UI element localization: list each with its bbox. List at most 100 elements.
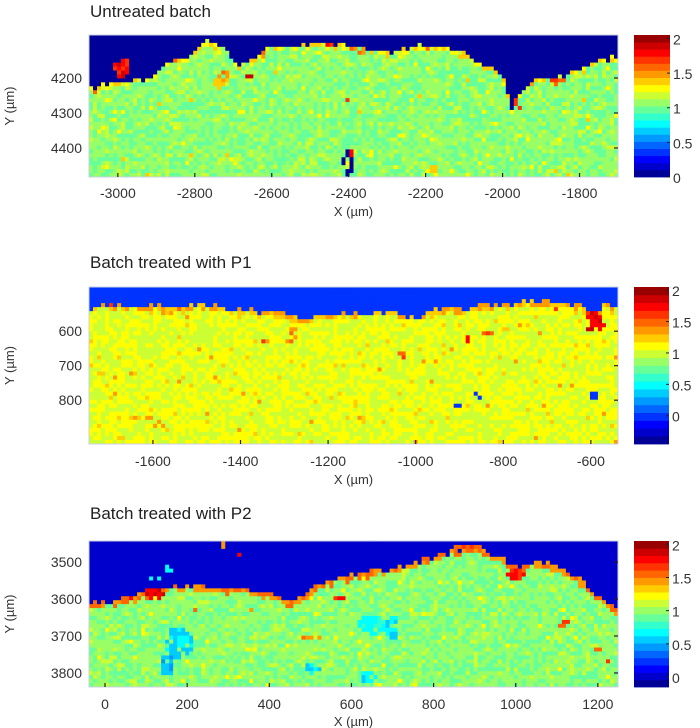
heatmap-cell [374,98,378,102]
heatmap-cell [430,130,434,134]
heatmap-cell [518,63,522,67]
heatmap-cell [546,153,550,157]
heatmap-cell [201,94,205,98]
heatmap-cell [125,55,129,59]
heatmap-cell [309,149,313,153]
heatmap-cell [269,169,273,173]
heatmap-cell [273,106,277,110]
heatmap-cell [205,43,209,47]
heatmap-cell [490,134,494,138]
heatmap-cell [410,63,414,67]
heatmap-cell [121,118,125,122]
heatmap-cell [205,157,209,161]
heatmap-cell [337,106,341,110]
heatmap-cell [442,51,446,55]
heatmap-cell [225,51,229,55]
heatmap-cell [241,122,245,126]
heatmap-cell [301,291,305,295]
heatmap-cell [189,90,193,94]
heatmap-cell [209,106,213,110]
heatmap-cell [558,149,562,153]
heatmap-cell [482,118,486,122]
heatmap-cell [97,47,101,51]
heatmap-cell [217,86,221,90]
heatmap-cell [610,165,614,169]
heatmap-cell [574,90,578,94]
heatmap-cell [329,118,333,122]
heatmap-cell [177,71,181,75]
heatmap-cell [390,122,394,126]
heatmap-cell [458,90,462,94]
heatmap-cell [418,142,422,146]
heatmap-cell [153,86,157,90]
heatmap-cell [289,291,293,295]
heatmap-cell [297,71,301,75]
heatmap-cell [117,130,121,134]
heatmap-cell [518,39,522,43]
heatmap-cell [490,67,494,71]
heatmap-cell [538,82,542,86]
colorbar-tick-label: 1 [673,101,681,117]
heatmap-cell [514,169,518,173]
heatmap-cell [502,59,506,63]
heatmap-cell [329,169,333,173]
heatmap-cell [474,134,478,138]
heatmap-cell [578,169,582,173]
heatmap-cell [257,102,261,106]
heatmap-cell [121,149,125,153]
heatmap-cell [333,130,337,134]
heatmap-cell [486,43,490,47]
heatmap-cell [197,157,201,161]
heatmap-cell [406,35,410,39]
heatmap-cell [121,55,125,59]
heatmap-cell [205,55,209,59]
heatmap-cell [438,142,442,146]
heatmap-cell [233,149,237,153]
heatmap-cell [185,59,189,63]
heatmap-cell [382,94,386,98]
heatmap-cell [345,35,349,39]
heatmap-cell [317,138,321,142]
heatmap-cell [498,74,502,78]
heatmap-cell [466,74,470,78]
heatmap-cell [546,130,550,134]
heatmap-cell [173,122,177,126]
heatmap-cell [418,287,422,291]
heatmap-cell [490,122,494,126]
heatmap-cell [510,118,514,122]
heatmap-cell [518,161,522,165]
heatmap-cell [490,98,494,102]
heatmap-cell [173,165,177,169]
heatmap-cell [329,165,333,169]
heatmap-cell [362,106,366,110]
heatmap-cell [442,130,446,134]
heatmap-cell [117,157,121,161]
heatmap-cell [534,39,538,43]
heatmap-cell [550,287,554,291]
heatmap-cell [502,82,506,86]
heatmap-cell [522,138,526,142]
heatmap-cell [97,55,101,59]
heatmap-cell [209,165,213,169]
heatmap-cell [426,71,430,75]
heatmap-cell [370,35,374,39]
heatmap-cell [105,47,109,51]
heatmap-cell [562,106,566,110]
heatmap-cell [113,74,117,78]
heatmap-cell [89,142,93,146]
heatmap-cell [530,47,534,51]
heatmap-cell [374,169,378,173]
heatmap-cell [225,145,229,149]
heatmap-cell [434,142,438,146]
heatmap-cell [125,114,129,118]
heatmap-cell [594,35,598,39]
heatmap-cell [257,114,261,118]
heatmap-cell [526,142,530,146]
heatmap-cell [261,78,265,82]
heatmap-cell [133,102,137,106]
heatmap-cell [233,39,237,43]
heatmap-cell [333,35,337,39]
heatmap-cell [181,98,185,102]
heatmap-cell [490,130,494,134]
heatmap-cell [273,157,277,161]
